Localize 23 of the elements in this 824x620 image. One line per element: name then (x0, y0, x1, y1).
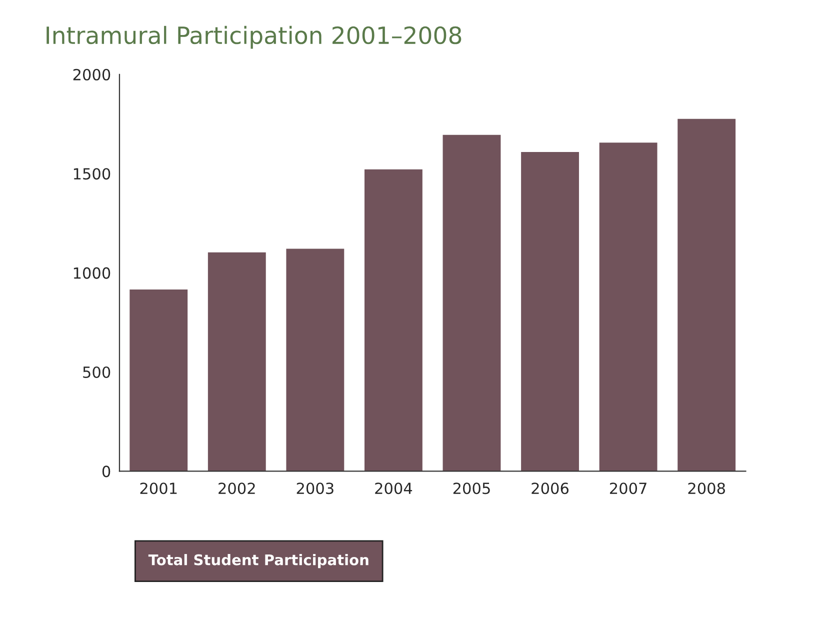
bar (599, 142, 658, 472)
bar (678, 118, 736, 472)
bar (130, 289, 188, 472)
bar (521, 152, 579, 472)
y-tick-label: 1000 (74, 267, 110, 279)
x-tick-label: 2003 (296, 482, 334, 494)
bar (208, 252, 266, 472)
x-tick-label: 2004 (375, 482, 412, 494)
y-tick-label: 500 (83, 366, 110, 378)
x-tick-label: 2002 (218, 482, 255, 494)
y-tick-label: 1500 (74, 168, 110, 180)
y-tick-label: 2000 (73, 68, 110, 80)
x-tick-label: 2007 (610, 482, 646, 494)
bar (286, 248, 344, 472)
bar (364, 169, 422, 472)
text: Total Student Participation (148, 554, 368, 568)
x-tick-label: 2008 (688, 482, 725, 494)
bar (442, 134, 501, 472)
y-tick-label: 0 (102, 466, 110, 478)
x-tick-label: 2001 (140, 482, 177, 494)
x-tick-label: 2005 (453, 482, 490, 494)
chart-title: Intramural Participation 2001–2008 (46, 26, 462, 49)
x-tick-label: 2006 (532, 482, 568, 494)
